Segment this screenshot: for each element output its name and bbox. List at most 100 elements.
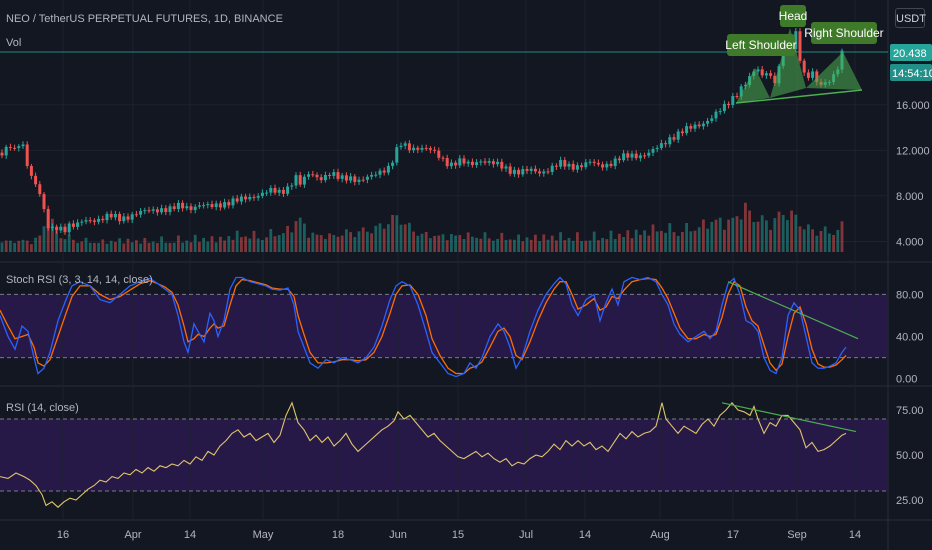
volume-bar (21, 239, 25, 252)
volume-bar (151, 241, 155, 252)
volume-bar (294, 221, 298, 252)
candle-body (714, 111, 718, 119)
candle-body (349, 176, 353, 181)
volume-bar (433, 235, 436, 252)
volume-bar (676, 235, 680, 252)
candle-body (319, 177, 323, 181)
candle-body (71, 223, 75, 227)
volume-bar (324, 238, 327, 252)
candle-body (563, 160, 567, 167)
volume-bar (378, 223, 382, 252)
left-shoulder-shape (736, 68, 770, 103)
candle-body (365, 176, 369, 180)
candle-body (189, 206, 193, 211)
volume-bar (59, 238, 63, 252)
candle-body (601, 164, 605, 168)
volume-bar (366, 231, 369, 252)
volume-bar (139, 243, 142, 252)
volume-bar (105, 243, 109, 252)
currency-button[interactable]: USDT (895, 8, 926, 28)
volume-bar (630, 238, 634, 252)
candle-body (605, 163, 609, 168)
candle-body (118, 213, 122, 222)
candle-body (277, 189, 281, 193)
volume-bar (668, 223, 672, 252)
candle-body (769, 73, 773, 76)
x-tick-label: Sep (787, 529, 807, 541)
volume-bar (634, 229, 638, 252)
candle-body (806, 72, 810, 78)
candle-body (500, 161, 504, 169)
volume-bar (517, 234, 520, 252)
candle-body (718, 111, 722, 113)
candle-body (42, 194, 46, 209)
x-tick-label: Jul (519, 529, 533, 541)
volume-bar (550, 235, 554, 252)
candle-body (475, 162, 479, 166)
candle-body (512, 169, 516, 174)
candle-body (265, 192, 269, 194)
candle-body (92, 220, 96, 222)
rsi-y-tick: 25.00 (896, 495, 924, 507)
candle-body (676, 131, 680, 140)
volume-bar (723, 229, 726, 252)
volume-bar (202, 237, 205, 252)
head-label: Head (779, 9, 808, 23)
rsi-trend-line (721, 402, 857, 433)
candle-body (197, 205, 201, 207)
candle-body (139, 210, 143, 215)
volume-bar (613, 239, 617, 252)
candle-body (218, 203, 222, 208)
candle-body (668, 137, 672, 145)
volume-bar (357, 231, 361, 252)
volume-bar (214, 242, 218, 252)
right-shoulder-label: Right Shoulder (804, 26, 883, 40)
volume-bar (429, 238, 432, 252)
volume-bar (55, 230, 58, 252)
candle-body (420, 147, 424, 150)
candle-body (626, 153, 630, 158)
volume-bar (647, 235, 651, 252)
candle-body (529, 168, 533, 171)
candle-body (731, 96, 735, 106)
candle-body (685, 126, 689, 134)
volume-bar (479, 238, 483, 252)
candle-body (0, 152, 4, 156)
volume-bar (315, 234, 319, 252)
candle-body (643, 155, 647, 157)
candle-body (630, 153, 634, 158)
candle-body (311, 174, 315, 176)
candle-body (113, 213, 117, 218)
volume-bar (496, 238, 499, 252)
volume-bar (832, 234, 835, 252)
candle-body (571, 163, 575, 170)
volume-bar (592, 231, 596, 252)
volume-bar (416, 235, 420, 252)
volume-bar (223, 240, 226, 252)
candle-body (210, 204, 214, 208)
volume-bar (4, 240, 8, 252)
volume-bar (475, 237, 478, 252)
candle-body (588, 161, 592, 163)
x-tick-label: Apr (124, 529, 141, 541)
candle-body (416, 147, 420, 150)
candle-body (743, 84, 747, 87)
volume-bar (177, 235, 180, 252)
candle-body (294, 175, 298, 186)
main-chart-title: NEO / TetherUS PERPETUAL FUTURES, 1D, BI… (6, 13, 283, 25)
candle-body (260, 192, 264, 197)
volume-bar (0, 242, 4, 252)
candle-body (361, 179, 365, 181)
volume-bar (122, 243, 126, 252)
candle-body (134, 214, 138, 216)
volume-bar (794, 214, 798, 252)
candle-body (483, 161, 487, 163)
volume-bar (685, 222, 688, 252)
candle-body (8, 146, 12, 148)
volume-bar (487, 238, 491, 252)
candle-body (722, 103, 726, 112)
volume-bar (143, 237, 147, 252)
volume-bar (408, 222, 411, 252)
candle-body (172, 206, 176, 210)
